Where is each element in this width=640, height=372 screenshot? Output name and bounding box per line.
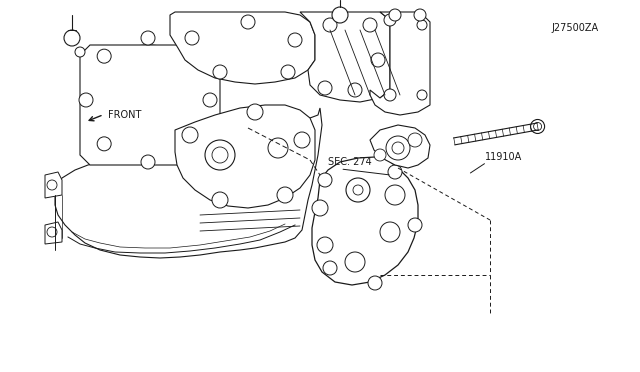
Circle shape: [212, 147, 228, 163]
Circle shape: [353, 185, 363, 195]
Circle shape: [531, 119, 545, 134]
Text: J27500ZA: J27500ZA: [551, 23, 598, 33]
Circle shape: [389, 9, 401, 21]
Polygon shape: [170, 12, 315, 84]
Circle shape: [374, 149, 386, 161]
Circle shape: [103, 55, 193, 145]
Circle shape: [534, 122, 541, 131]
Circle shape: [277, 187, 293, 203]
Circle shape: [185, 31, 199, 45]
Circle shape: [371, 53, 385, 67]
Circle shape: [182, 127, 198, 143]
Circle shape: [317, 237, 333, 253]
Circle shape: [93, 45, 203, 155]
Circle shape: [323, 18, 337, 32]
Polygon shape: [45, 222, 62, 244]
Circle shape: [288, 33, 302, 47]
Circle shape: [318, 81, 332, 95]
Circle shape: [408, 218, 422, 232]
Circle shape: [241, 15, 255, 29]
Circle shape: [388, 165, 402, 179]
Circle shape: [414, 9, 426, 21]
Circle shape: [294, 132, 310, 148]
Circle shape: [212, 192, 228, 208]
Circle shape: [97, 137, 111, 151]
Circle shape: [417, 20, 427, 30]
Circle shape: [312, 200, 328, 216]
Circle shape: [141, 31, 155, 45]
Polygon shape: [370, 125, 430, 168]
Circle shape: [332, 7, 348, 23]
Circle shape: [318, 173, 332, 187]
Circle shape: [64, 30, 80, 46]
Circle shape: [97, 49, 111, 63]
Circle shape: [348, 83, 362, 97]
Polygon shape: [80, 45, 220, 165]
Circle shape: [386, 136, 410, 160]
Circle shape: [380, 222, 400, 242]
Polygon shape: [370, 12, 430, 115]
Circle shape: [213, 65, 227, 79]
Circle shape: [268, 138, 288, 158]
Circle shape: [281, 65, 295, 79]
Polygon shape: [55, 108, 322, 258]
Circle shape: [203, 93, 217, 107]
Circle shape: [368, 276, 382, 290]
Circle shape: [417, 90, 427, 100]
Polygon shape: [312, 157, 418, 285]
Text: SEC. 274: SEC. 274: [328, 157, 371, 167]
Circle shape: [185, 49, 199, 63]
Text: 11910A: 11910A: [484, 152, 522, 162]
Circle shape: [47, 180, 57, 190]
Circle shape: [392, 142, 404, 154]
Circle shape: [47, 227, 57, 237]
Circle shape: [247, 104, 263, 120]
Circle shape: [384, 89, 396, 101]
Circle shape: [79, 93, 93, 107]
Text: FRONT: FRONT: [108, 110, 141, 119]
Polygon shape: [45, 172, 62, 198]
Circle shape: [408, 133, 422, 147]
Polygon shape: [175, 105, 315, 208]
Circle shape: [345, 252, 365, 272]
Circle shape: [346, 178, 370, 202]
Circle shape: [205, 140, 235, 170]
Circle shape: [384, 14, 396, 26]
Circle shape: [115, 67, 181, 133]
Circle shape: [136, 88, 160, 112]
Circle shape: [323, 261, 337, 275]
Circle shape: [126, 78, 170, 122]
Circle shape: [385, 185, 405, 205]
Circle shape: [75, 47, 85, 57]
Circle shape: [141, 155, 155, 169]
Polygon shape: [300, 12, 390, 102]
Circle shape: [363, 18, 377, 32]
Circle shape: [185, 137, 199, 151]
